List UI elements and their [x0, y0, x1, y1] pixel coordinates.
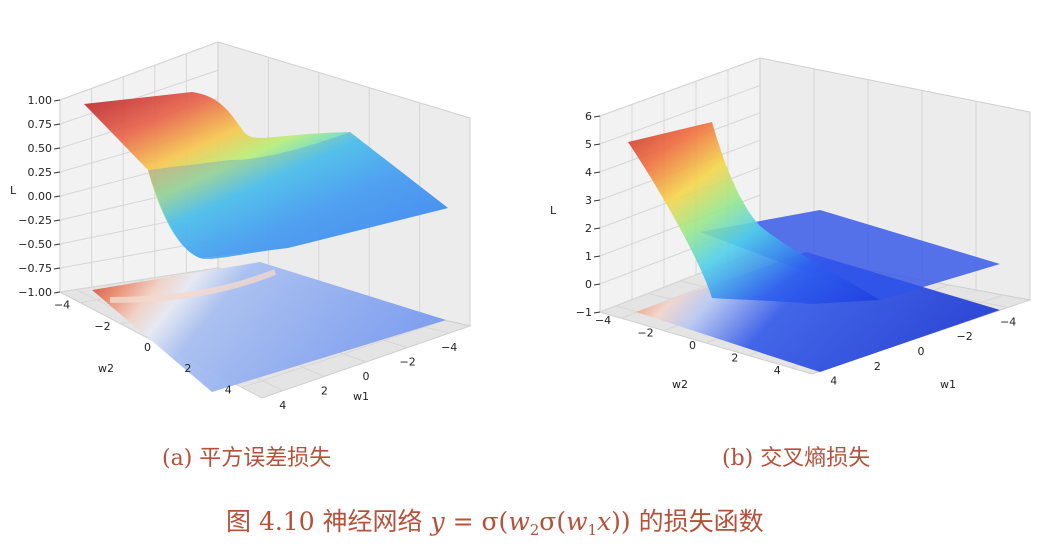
chart-b-y-tick-label: −2 [637, 327, 653, 340]
formula-close: )) [611, 507, 631, 536]
chart-a-y-tick-label: 2 [184, 362, 191, 375]
formula-w1: w [566, 507, 588, 536]
chart-b-z-tickmark [593, 199, 601, 202]
chart-a-z-tick-label: −0.25 [18, 214, 52, 227]
chart-b-y-ticks: −4 −2 0 2 4 [595, 314, 781, 377]
chart-a-x-ticks: 4 2 0 −2 −4 [279, 341, 457, 412]
chart-a-x-tick-label: 2 [321, 384, 328, 397]
chart-b-x-tick-label: −2 [956, 330, 972, 343]
chart-a-y-tick-label: 0 [144, 341, 151, 354]
chart-b-ylabel: w2 [672, 378, 688, 391]
chart-b-z-gridline [599, 57, 761, 117]
figure-caption-prefix: 图 4.10 神经网络 [226, 507, 431, 536]
chart-b-z-tick-label: 2 [585, 222, 592, 235]
chart-b-x-tick-label: 4 [830, 375, 837, 388]
chart-a-z-gridline [59, 69, 219, 125]
chart-a-z-tickmark [53, 99, 61, 102]
caption-a: (a) 平方误差损失 [162, 446, 332, 471]
chart-a-y-tick-label: −2 [94, 320, 110, 333]
chart-a-surface-shading [148, 132, 448, 258]
formula-sub2: 2 [529, 521, 540, 539]
chart-b-z-tickmark [593, 283, 601, 286]
chart-a-ylabel: w2 [98, 362, 114, 375]
chart-a: 1.00 0.75 0.50 0.25 0.00 −0.25 −0.50 −0.75 −1.00… [10, 41, 472, 412]
caption-b: (b) 交叉熵损失 [722, 446, 871, 471]
chart-a-z-tickmark [53, 195, 61, 198]
chart-a-y-gridline [241, 319, 445, 388]
chart-b-x-tick-label: 2 [874, 360, 881, 373]
chart-b-surface [628, 122, 880, 304]
chart-a-z-ticks: 1.00 0.75 0.50 0.25 0.00 −0.25 −0.50 −0.75 −1.00 [18, 94, 61, 299]
chart-b-z-ticks: 6 5 4 3 2 1 0 −1 [576, 110, 601, 319]
chart-b-z-tick-label: 4 [585, 166, 592, 179]
chart-a-x-tick-label: 0 [363, 370, 370, 383]
chart-b-z-tick-label: 0 [585, 278, 592, 291]
chart-a-z-tick-label: −0.75 [18, 262, 52, 275]
chart-a-z-tickmark [53, 267, 61, 270]
chart-a-y-tick-label: 4 [225, 383, 232, 396]
chart-a-surface [84, 92, 448, 259]
formula-w2: w [508, 507, 530, 536]
chart-a-contour-ring [109, 269, 277, 303]
chart-b-surface-plane [700, 210, 1000, 300]
chart-b-z-tick-label: 1 [585, 250, 592, 263]
figure-caption-suffix: 的损失函数 [630, 507, 764, 536]
chart-b-z-tickmark [593, 115, 601, 118]
chart-a-z-tickmark [53, 123, 61, 126]
chart-a-z-tickmark [53, 291, 61, 294]
chart-b-x-tick-label: −4 [1000, 315, 1016, 328]
chart-a-z-tickmark [53, 147, 61, 150]
chart-a-z-tickmark [53, 243, 61, 246]
chart-a-z-tick-label: −1.00 [18, 286, 52, 299]
chart-b-z-gridline [599, 84, 761, 145]
formula-sub1: 1 [587, 521, 598, 539]
chart-b-xlabel: w1 [940, 378, 956, 391]
chart-a-y-ticks: −4 −2 0 2 4 [54, 299, 232, 397]
chart-b-z-tick-label: 3 [585, 194, 592, 207]
chart-a-x-tick-label: −2 [399, 356, 415, 369]
chart-b-x-ticks: 4 2 0 −2 −4 [830, 315, 1016, 387]
chart-a-z-tick-label: 0.50 [28, 142, 53, 155]
chart-b-z-tick-label: 5 [585, 138, 592, 151]
chart-b: 6 5 4 3 2 1 0 −1 4 2 0 −2 −4 −4 −2 0 2 4 L w1 w2 [550, 57, 1032, 391]
chart-b-zlabel: L [550, 204, 557, 217]
chart-a-z-tick-label: 1.00 [28, 94, 53, 107]
chart-b-z-tick-label: 6 [585, 110, 592, 123]
chart-a-xlabel: w1 [353, 390, 369, 403]
chart-a-z-tick-label: 0.00 [28, 190, 53, 203]
formula-mid: σ( [539, 507, 567, 536]
chart-a-z-gridline [59, 41, 219, 101]
figure-caption: 图 4.10 神经网络 y = σ(w2σ(w1x)) 的损失函数 [226, 502, 764, 539]
chart-b-z-tick-label: −1 [576, 306, 592, 319]
chart-b-z-tickmark [593, 143, 601, 146]
formula-y: y [430, 507, 445, 536]
formula-eq: = σ( [444, 507, 509, 536]
chart-b-x-tick-label: 0 [918, 345, 925, 358]
chart-a-y-tick-label: −4 [54, 299, 70, 312]
chart-b-z-tickmark [593, 311, 601, 314]
formula-x: x [597, 507, 612, 536]
chart-a-z-tickmark [53, 219, 61, 222]
chart-b-y-tick-label: 4 [774, 364, 781, 377]
chart-a-z-tickmark [53, 171, 61, 174]
chart-b-y-tick-label: 0 [689, 339, 696, 352]
chart-a-z-tick-label: −0.50 [18, 238, 52, 251]
chart-b-y-tick-label: −4 [595, 314, 611, 327]
chart-a-z-tick-label: 0.25 [28, 166, 53, 179]
chart-a-x-tick-label: −4 [441, 341, 457, 354]
chart-a-zlabel: L [10, 184, 17, 197]
chart-b-y-tick-label: 2 [731, 351, 738, 364]
chart-a-z-tick-label: 0.75 [28, 118, 53, 131]
chart-b-z-tickmark [593, 255, 601, 258]
chart-b-z-tickmark [593, 171, 601, 174]
chart-b-z-tickmark [593, 227, 601, 230]
chart-a-x-tick-label: 4 [279, 399, 286, 412]
